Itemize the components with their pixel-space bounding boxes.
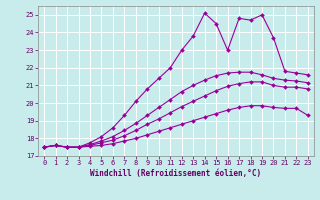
X-axis label: Windchill (Refroidissement éolien,°C): Windchill (Refroidissement éolien,°C)	[91, 169, 261, 178]
